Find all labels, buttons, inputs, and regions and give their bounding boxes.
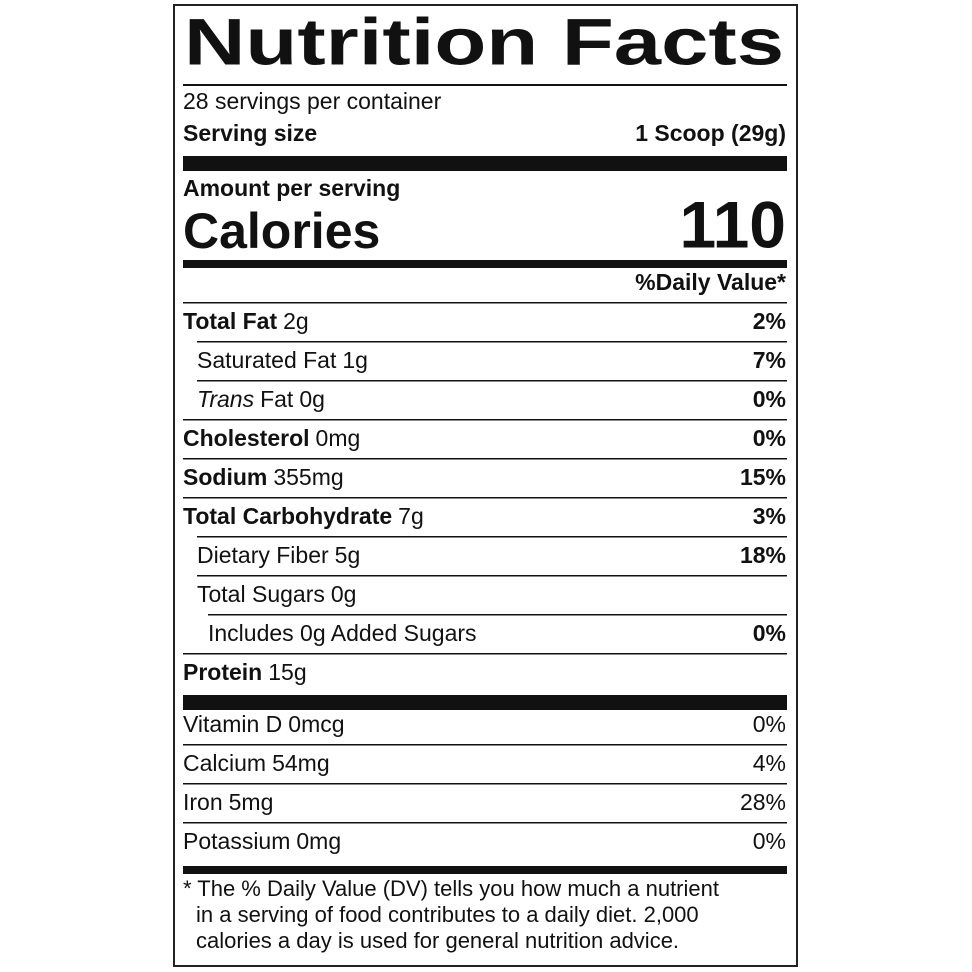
nutrient-name: Total Sugars bbox=[197, 581, 325, 607]
nutrient-name: Fat bbox=[260, 386, 294, 412]
nutrient-amount: 2g bbox=[283, 308, 309, 334]
nutrient: Sodium 355mg bbox=[183, 464, 344, 490]
nutrient-amount: 0g bbox=[331, 581, 357, 607]
nutrient-name: Cholesterol bbox=[183, 425, 310, 451]
nutrient: Trans Fat 0g bbox=[197, 386, 325, 412]
nutrient-name: Dietary Fiber bbox=[197, 542, 329, 568]
row-rule bbox=[183, 419, 787, 421]
nutrient-name: Iron bbox=[183, 789, 223, 815]
footnote-line: in a serving of food contributes to a da… bbox=[196, 902, 699, 927]
nutrient-name: Total Fat bbox=[183, 308, 277, 334]
nutrient-name: Saturated Fat bbox=[197, 347, 337, 373]
title: Nutrition Facts bbox=[184, 4, 784, 78]
nutrient-name-italic: Trans bbox=[197, 386, 255, 412]
row-rule bbox=[183, 497, 787, 499]
footnote-line: calories a day is used for general nutri… bbox=[196, 928, 679, 953]
medium-rule bbox=[183, 260, 787, 268]
nutrient-amount: 54mg bbox=[272, 750, 330, 776]
nutrient-amount: 5g bbox=[335, 542, 361, 568]
rule bbox=[183, 84, 787, 86]
nutrient-name: Includes 0g Added Sugars bbox=[208, 620, 477, 646]
nutrient-amount: 0mg bbox=[296, 828, 341, 854]
nutrient: Saturated Fat 1g bbox=[197, 347, 368, 373]
row-rule bbox=[183, 653, 787, 655]
row-rule bbox=[183, 783, 787, 785]
daily-value: 18% bbox=[740, 542, 786, 568]
calories-value: 110 bbox=[680, 187, 786, 261]
nutrient: Cholesterol 0mg bbox=[183, 425, 360, 451]
nutrient: Calcium 54mg bbox=[183, 750, 330, 776]
label-border bbox=[173, 4, 798, 967]
daily-value: 3% bbox=[753, 503, 786, 529]
nutrient: Includes 0g Added Sugars bbox=[208, 620, 477, 646]
nutrient-amount: 15g bbox=[268, 659, 306, 685]
daily-value: 0% bbox=[753, 425, 786, 451]
nutrient-amount: 0g bbox=[299, 386, 325, 412]
row-rule bbox=[197, 575, 787, 577]
serving-size-label: Serving size bbox=[183, 120, 317, 146]
amount-per-serving: Amount per serving bbox=[183, 175, 400, 201]
thick-rule bbox=[183, 695, 787, 710]
calories-label: Calories bbox=[183, 203, 380, 259]
nutrient-name: Vitamin D bbox=[183, 711, 282, 737]
row-rule bbox=[197, 341, 787, 343]
daily-value: 4% bbox=[753, 750, 786, 776]
daily-value: 0% bbox=[753, 386, 786, 412]
nutrient: Total Fat 2g bbox=[183, 308, 309, 334]
daily-value: 0% bbox=[753, 620, 786, 646]
daily-value: 2% bbox=[753, 308, 786, 334]
daily-value-header: %Daily Value* bbox=[635, 269, 786, 295]
nutrient-name: Calcium bbox=[183, 750, 266, 776]
nutrient: Protein 15g bbox=[183, 659, 307, 685]
row-rule bbox=[197, 536, 787, 538]
row-rule bbox=[208, 614, 787, 616]
nutrient-amount: 1g bbox=[342, 347, 368, 373]
nutrient-amount: 7g bbox=[398, 503, 424, 529]
nutrient-amount: 5mg bbox=[229, 789, 274, 815]
servings: 28 servings per container bbox=[183, 88, 442, 114]
nutrient: Total Carbohydrate 7g bbox=[183, 503, 424, 529]
daily-value: 7% bbox=[753, 347, 786, 373]
nutrient: Potassium 0mg bbox=[183, 828, 341, 854]
nutrient-amount: 0mg bbox=[316, 425, 361, 451]
nutrient-amount: 0mcg bbox=[288, 711, 344, 737]
nutrient-name: Protein bbox=[183, 659, 262, 685]
daily-value: 0% bbox=[753, 711, 786, 737]
row-rule bbox=[183, 302, 787, 304]
daily-value: 28% bbox=[740, 789, 786, 815]
nutrient-name: Total Carbohydrate bbox=[183, 503, 392, 529]
thick-rule bbox=[183, 156, 787, 171]
footnote-line: * The % Daily Value (DV) tells you how m… bbox=[183, 876, 719, 901]
nutrient-name: Potassium bbox=[183, 828, 290, 854]
rows: Total Fat 2g 2%Saturated Fat 1g 7%Trans Fat 0g… bbox=[183, 302, 787, 953]
row-rule bbox=[183, 822, 787, 824]
nutrient: Dietary Fiber 5g bbox=[197, 542, 360, 568]
row-rule bbox=[183, 458, 787, 460]
row-rule bbox=[197, 380, 787, 382]
nutrient-name: Sodium bbox=[183, 464, 267, 490]
daily-value: 15% bbox=[740, 464, 786, 490]
nutrient: Total Sugars 0g bbox=[197, 581, 356, 607]
daily-value: 0% bbox=[753, 828, 786, 854]
nutrient: Iron 5mg bbox=[183, 789, 273, 815]
medium-rule bbox=[183, 866, 787, 874]
nutrient: Vitamin D 0mcg bbox=[183, 711, 345, 737]
row-rule bbox=[183, 744, 787, 746]
nutrient-amount: 355mg bbox=[273, 464, 343, 490]
serving-size-value: 1 Scoop (29g) bbox=[635, 120, 786, 146]
